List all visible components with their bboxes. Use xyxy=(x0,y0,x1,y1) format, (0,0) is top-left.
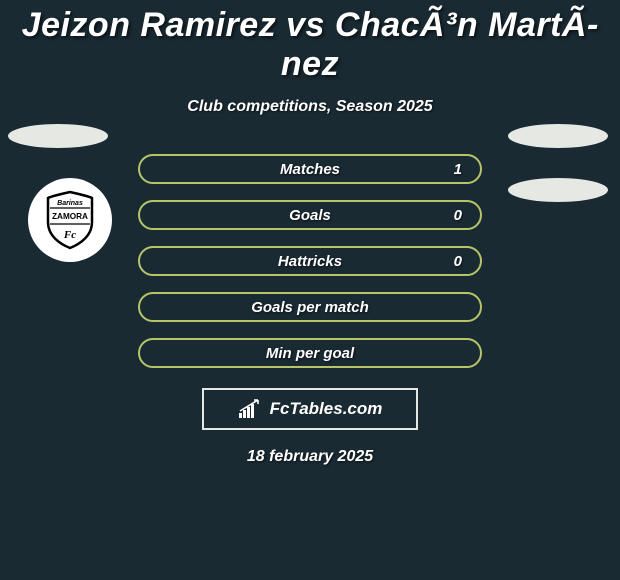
brand-link[interactable]: FcTables.com xyxy=(202,388,418,430)
comparison-card: Jeizon Ramirez vs ChacÃ³n MartÃ­nez Club… xyxy=(0,0,620,580)
club-logo: Barinas ZAMORA Fc xyxy=(28,178,112,262)
player-badge-left xyxy=(8,124,108,148)
stat-row-goals: Goals 0 xyxy=(138,200,482,230)
stat-label: Goals xyxy=(140,207,480,224)
stat-row-matches: Matches 1 xyxy=(138,154,482,184)
date-text: 18 february 2025 xyxy=(0,448,620,466)
stat-label: Min per goal xyxy=(140,345,480,362)
stat-label: Goals per match xyxy=(140,299,480,316)
stat-value: 0 xyxy=(454,207,462,224)
club-logo-inner: Barinas ZAMORA Fc xyxy=(40,190,100,250)
logo-top-text: Barinas xyxy=(57,200,83,207)
stat-row-min-per-goal: Min per goal xyxy=(138,338,482,368)
stat-row-hattricks: Hattricks 0 xyxy=(138,246,482,276)
page-title: Jeizon Ramirez vs ChacÃ³n MartÃ­nez xyxy=(0,0,620,84)
stat-value: 0 xyxy=(454,253,462,270)
player-badge-right-1 xyxy=(508,124,608,148)
logo-mid-text: ZAMORA xyxy=(52,212,88,221)
subtitle: Club competitions, Season 2025 xyxy=(0,98,620,116)
brand-text: FcTables.com xyxy=(270,399,383,419)
stat-label: Matches xyxy=(140,161,480,178)
stat-value: 1 xyxy=(454,161,462,178)
bar-chart-arrow-icon xyxy=(238,399,262,419)
player-badge-right-2 xyxy=(508,178,608,202)
shield-icon: Barinas ZAMORA Fc xyxy=(40,190,100,250)
stat-label: Hattricks xyxy=(140,253,480,270)
logo-bottom-text: Fc xyxy=(63,229,76,241)
stat-row-goals-per-match: Goals per match xyxy=(138,292,482,322)
